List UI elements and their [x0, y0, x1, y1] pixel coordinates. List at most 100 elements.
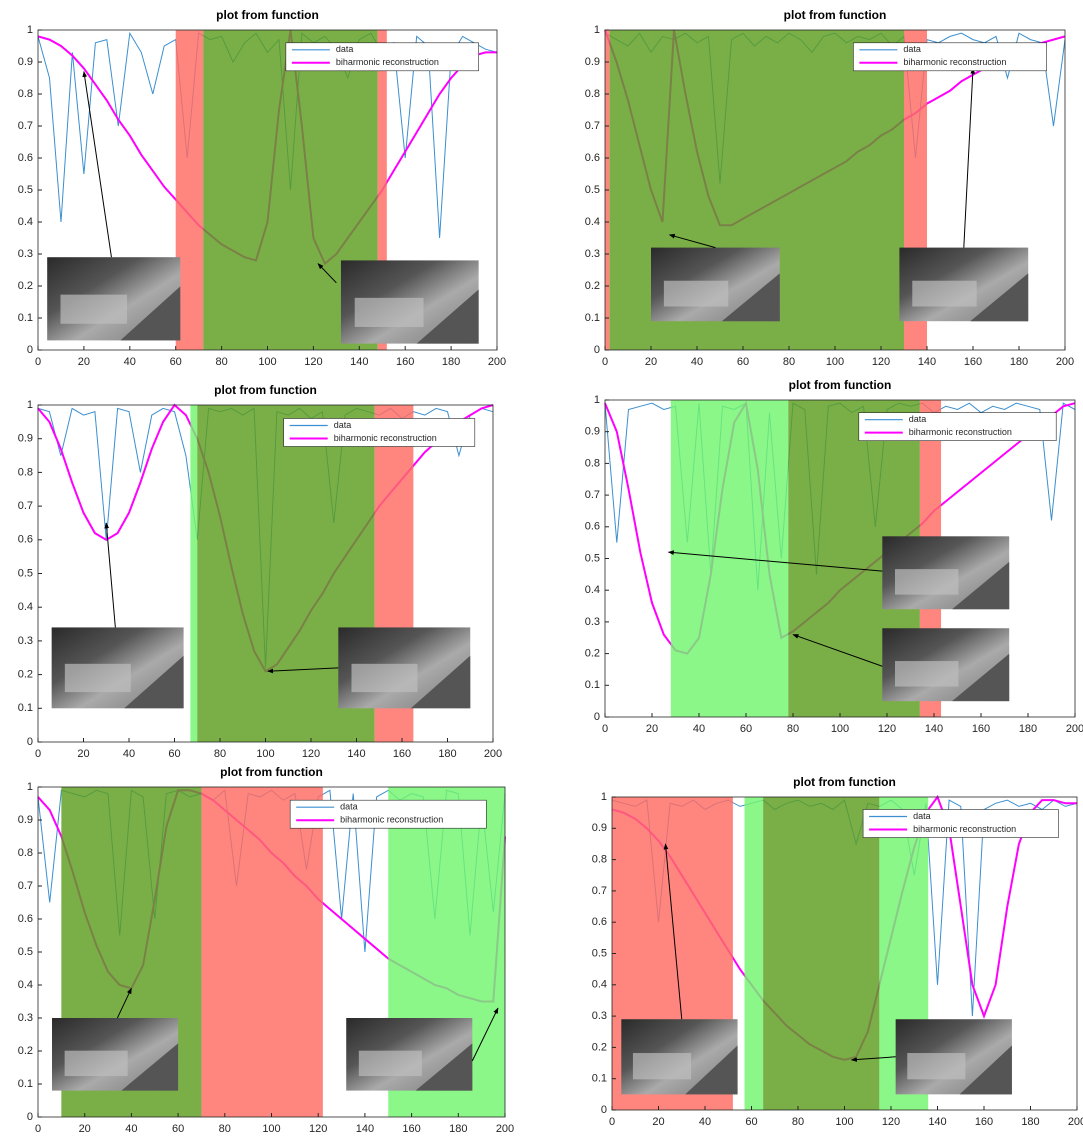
thumbnail-shape	[120, 286, 181, 341]
y-tick-label: 0.8	[585, 457, 600, 469]
panel: 0 20 40 60 80 100 120 140 160 180 200 0 0.1 0.2 0.3 0.4…	[18, 383, 502, 760]
y-tick-label: 0.1	[585, 679, 600, 691]
x-tick-label: 20	[77, 748, 89, 760]
x-tick-label: 140	[918, 356, 936, 368]
legend-label: data	[336, 44, 354, 54]
x-tick-label: 0	[602, 356, 608, 368]
y-tick-label: 0.3	[585, 616, 600, 628]
y-tick-label: 0	[27, 344, 33, 356]
thumbnail-shape	[685, 1045, 738, 1095]
legend-label: data	[903, 44, 921, 54]
x-tick-label: 80	[783, 356, 795, 368]
y-tick-label: 0.7	[592, 885, 607, 897]
thumbnail-path	[894, 569, 959, 595]
legend-box	[285, 42, 479, 72]
thumbnail-shape	[124, 655, 184, 709]
x-tick-label: 120	[309, 1123, 327, 1135]
x-tick-label: 60	[172, 1123, 184, 1135]
x-tick-label: 80	[219, 1123, 231, 1135]
x-tick-label: 0	[35, 748, 41, 760]
legend-label: biharmonic reconstruction	[903, 57, 1006, 67]
x-tick-label: 20	[79, 1123, 91, 1135]
panel: 0 20 40 60 80 100 120 140 160 180 200 0 0.1 0.2 0.3 0.4…	[18, 8, 506, 368]
y-tick-label: 0.1	[18, 702, 33, 714]
thumbnail-path	[60, 294, 128, 324]
x-tick-label: 160	[402, 1123, 420, 1135]
x-tick-label: 120	[878, 723, 896, 735]
x-tick-label: 80	[792, 1116, 804, 1128]
y-tick-label: 0.3	[592, 1010, 607, 1022]
arrow	[667, 550, 883, 572]
x-tick-label: 200	[1066, 723, 1083, 735]
arrow	[850, 1056, 896, 1062]
x-tick-label: 40	[125, 1123, 137, 1135]
shaded-region	[377, 30, 387, 350]
x-tick-label: 140	[356, 1123, 374, 1135]
legend-box	[283, 418, 476, 447]
x-tick-label: 140	[350, 356, 368, 368]
thumbnail-path	[632, 1053, 692, 1080]
y-tick-label: 0	[594, 711, 600, 723]
y-tick-label: 0.5	[585, 552, 600, 564]
y-tick-label: 0.5	[592, 947, 607, 959]
arrow	[963, 67, 976, 248]
y-tick-label: 0.8	[585, 88, 600, 100]
x-tick-label: 180	[438, 748, 456, 760]
x-tick-label: 80	[787, 723, 799, 735]
legend-label: biharmonic reconstruction	[909, 427, 1012, 437]
thumbnail-shape	[416, 289, 479, 344]
y-tick-label: 0.4	[18, 601, 33, 613]
y-tick-label: 0.5	[585, 184, 600, 196]
panel: 0 20 40 60 80 100 120 140 160 180 200 0 0.1 0.2 0.3 0.4…	[18, 765, 514, 1135]
x-tick-label: 120	[302, 748, 320, 760]
y-tick-label: 0.8	[18, 466, 33, 478]
y-tick-label: 1	[27, 399, 33, 411]
arrow	[663, 843, 683, 1020]
thumbnail-shape	[415, 1043, 473, 1091]
y-tick-label: 0.8	[18, 88, 33, 100]
x-tick-label: 200	[1068, 1116, 1083, 1128]
legend-label: biharmonic reconstruction	[334, 433, 437, 443]
x-tick-label: 180	[449, 1123, 467, 1135]
y-tick-label: 0.2	[585, 648, 600, 660]
x-tick-label: 100	[256, 748, 274, 760]
chart-title: plot from function	[214, 383, 317, 397]
y-tick-label: 0.7	[585, 489, 600, 501]
x-tick-label: 180	[1019, 723, 1037, 735]
y-tick-label: 0.9	[18, 814, 33, 826]
x-tick-label: 100	[258, 356, 276, 368]
x-tick-label: 100	[826, 356, 844, 368]
x-tick-label: 200	[496, 1123, 514, 1135]
arrow	[668, 233, 716, 249]
shaded-region	[201, 787, 323, 1117]
y-tick-label: 0.1	[592, 1073, 607, 1085]
x-tick-label: 160	[975, 1116, 993, 1128]
thumbnail-path	[894, 661, 959, 687]
y-tick-label: 0	[27, 736, 33, 748]
legend-label: biharmonic reconstruction	[913, 824, 1016, 834]
legend-label: data	[909, 414, 927, 424]
thumbnail-shape	[952, 653, 1010, 702]
x-tick-label: 160	[964, 356, 982, 368]
y-tick-label: 0.2	[18, 669, 33, 681]
x-tick-label: 60	[737, 356, 749, 368]
chart-title: plot from function	[216, 8, 319, 22]
y-tick-label: 0.3	[18, 635, 33, 647]
y-tick-label: 0.5	[18, 184, 33, 196]
arrow	[317, 263, 337, 284]
x-tick-label: 180	[442, 356, 460, 368]
y-tick-label: 0.6	[592, 916, 607, 928]
shaded-region	[763, 797, 880, 1110]
x-tick-label: 40	[124, 356, 136, 368]
x-tick-label: 40	[123, 748, 135, 760]
x-tick-label: 40	[699, 1116, 711, 1128]
legend-label: biharmonic reconstruction	[340, 815, 443, 825]
legend-label: data	[913, 811, 931, 821]
x-tick-label: 200	[488, 356, 506, 368]
y-tick-label: 0.8	[592, 854, 607, 866]
panel: 0 20 40 60 80 100 120 140 160 180 200 0 0.1 0.2 0.3 0.4…	[585, 378, 1083, 735]
y-tick-label: 1	[27, 24, 33, 36]
thumbnail-shape	[121, 1043, 179, 1091]
arrow	[104, 522, 116, 628]
x-tick-label: 60	[740, 723, 752, 735]
